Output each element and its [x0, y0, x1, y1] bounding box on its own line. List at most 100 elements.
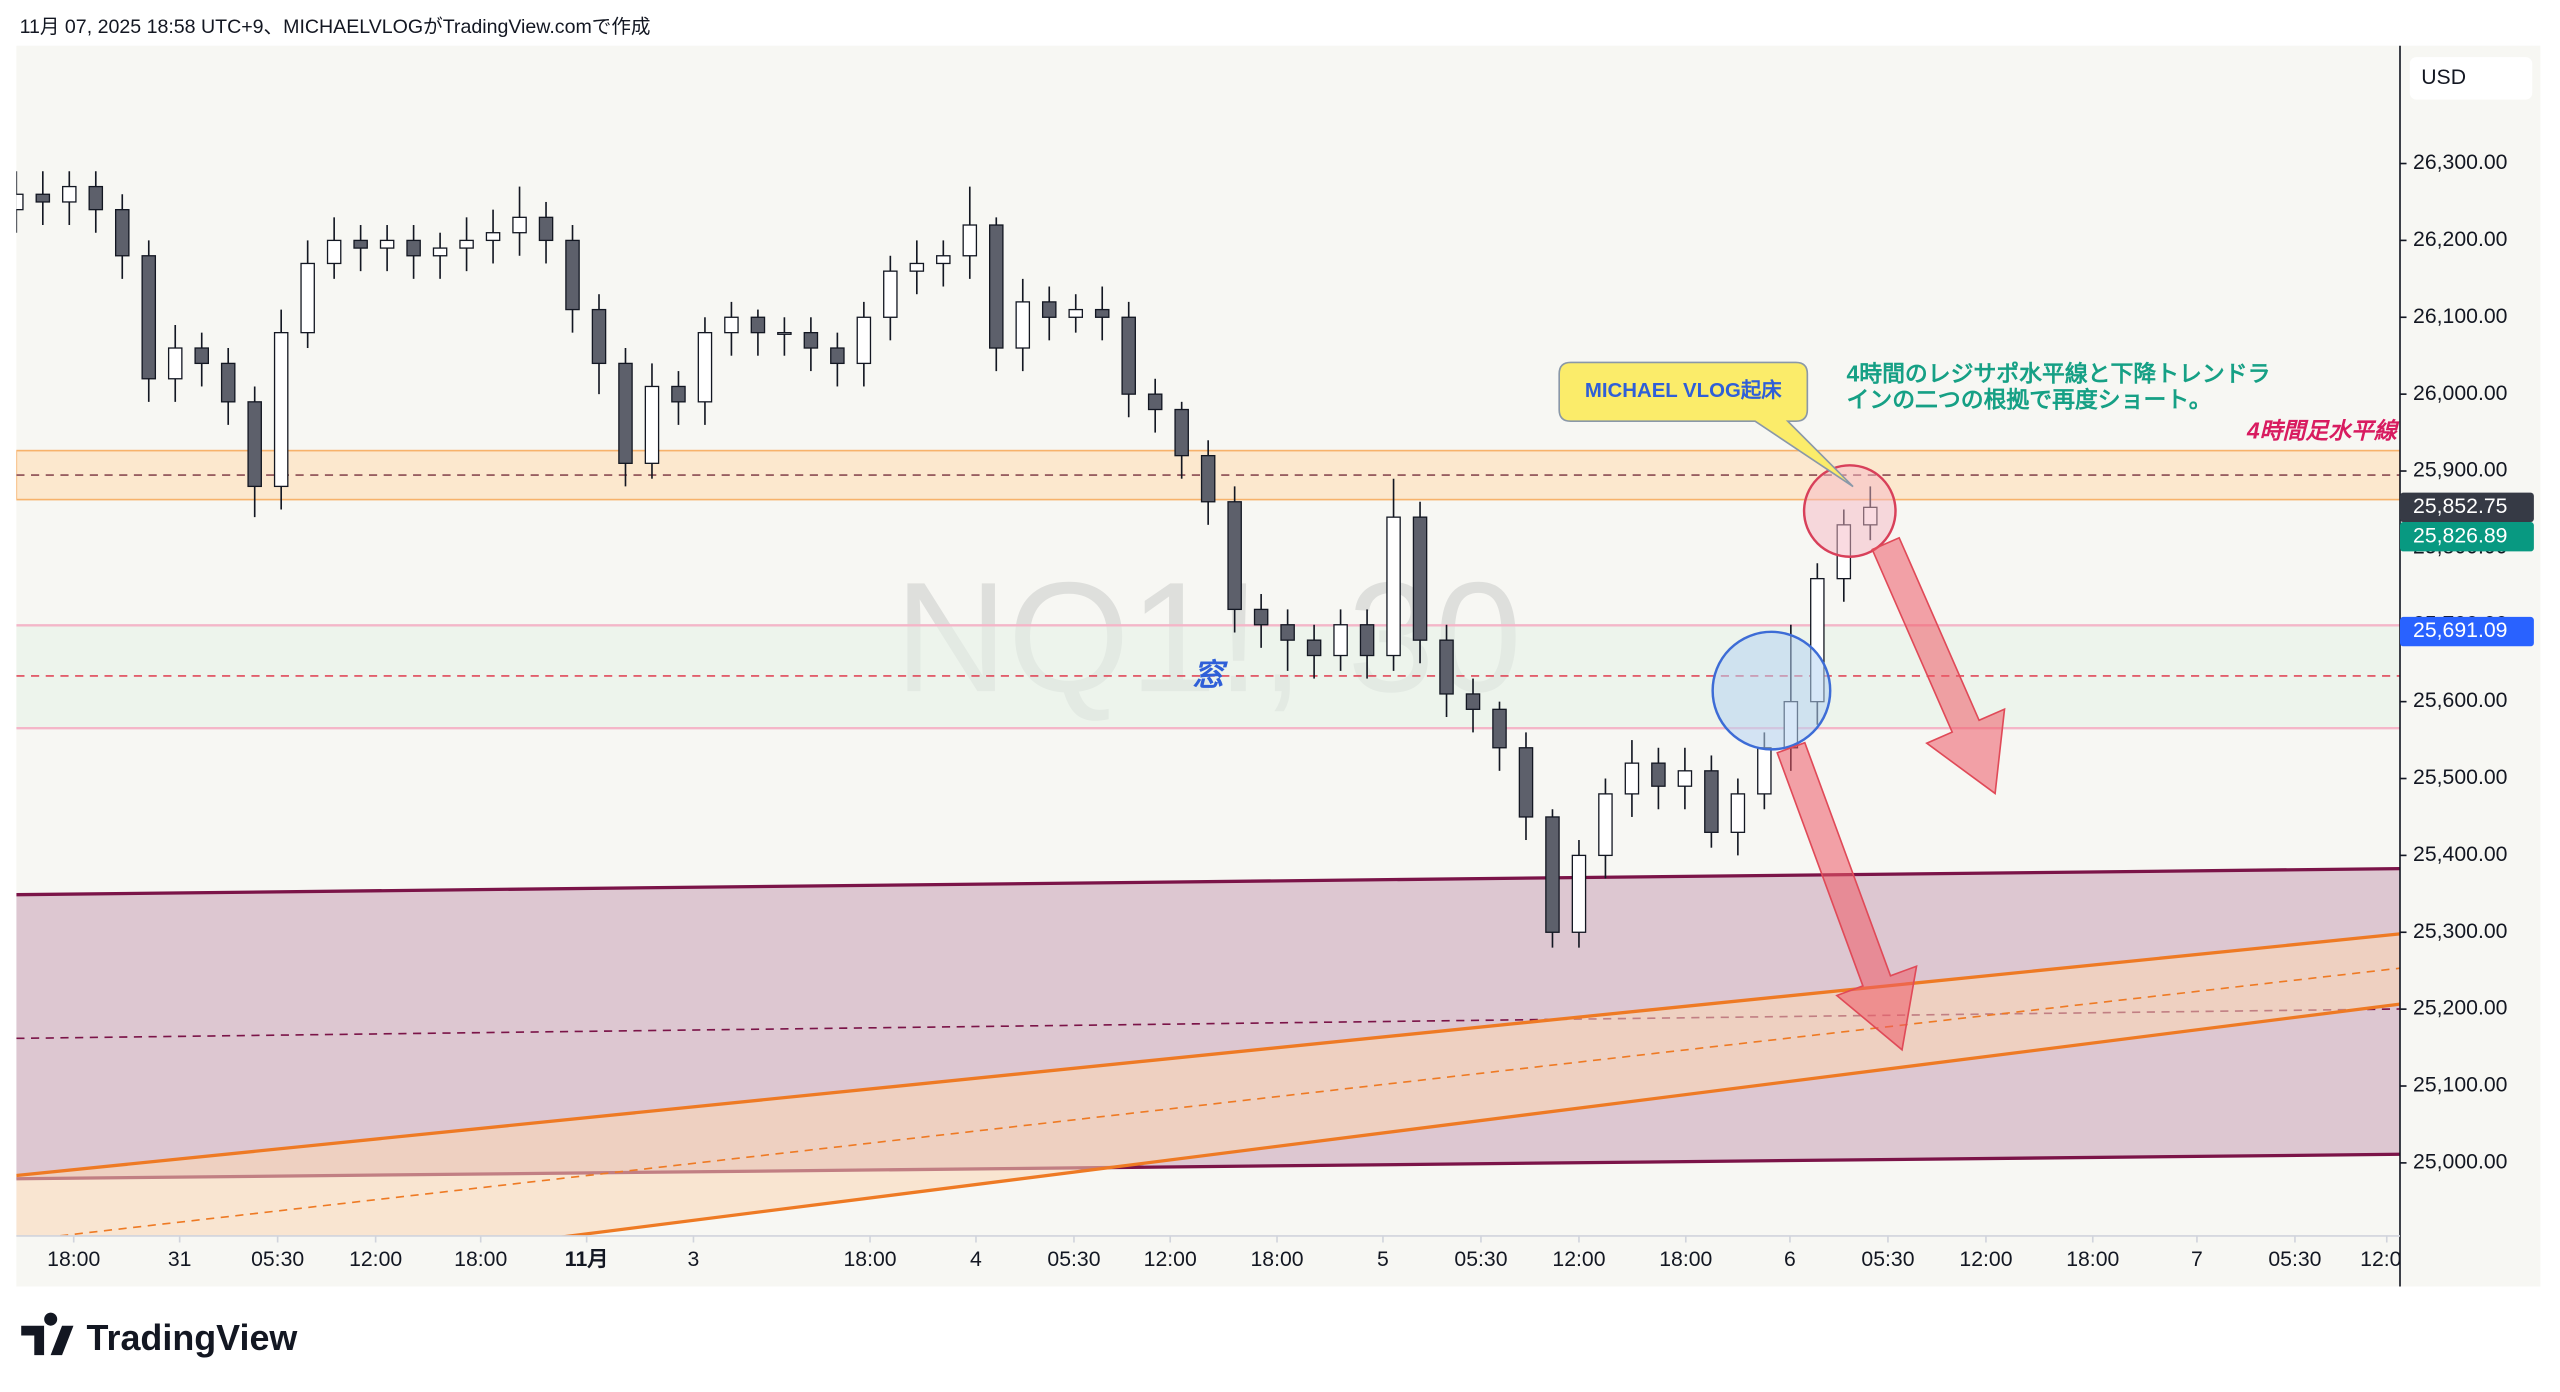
candle-body: [777, 331, 792, 335]
y-tick-label: 26,200.00: [2413, 228, 2507, 251]
x-tick-label: 05:30: [2268, 1248, 2321, 1271]
candle-body: [936, 255, 951, 265]
currency: USD: [2421, 66, 2466, 89]
x-tick-label: 11月: [565, 1248, 609, 1271]
candle-body: [273, 331, 289, 488]
time-axis: 18:00 31 05:30 12:00 18:00 11月 3 18:00 4 05:30 12:…: [47, 1235, 2413, 1271]
x-tick-label: 4: [970, 1248, 982, 1271]
candle-body: [1147, 393, 1163, 411]
level-label: 4時間足水平線: [2246, 418, 2400, 444]
callout-text: MICHAEL VLOG起床: [1585, 378, 1782, 402]
x-tick-label: 18:00: [47, 1248, 100, 1271]
candle-body: [485, 232, 501, 242]
candle-body: [1121, 316, 1136, 395]
price-label: 25,826.89: [2413, 524, 2507, 547]
candle-body: [724, 316, 739, 334]
x-tick-label: 05:30: [1861, 1248, 1914, 1271]
currency-box: [2409, 57, 2533, 100]
candle-body: [1518, 747, 1534, 818]
x-tick-label: 05:30: [1454, 1248, 1507, 1271]
x-tick-label: 3: [688, 1248, 700, 1271]
candle-body: [1280, 624, 1295, 641]
x-tick-label: 7: [2191, 1248, 2203, 1271]
candle-body: [1492, 708, 1507, 749]
candle-body: [803, 331, 819, 349]
brand-name: TradingView: [87, 1317, 298, 1358]
candle-body: [432, 247, 448, 257]
orange-channel-mid: [51, 967, 2400, 1236]
candle-body: [167, 347, 183, 380]
y-tick-label: 25,100.00: [2413, 1074, 2507, 1097]
candle-body: [326, 239, 342, 265]
y-tick-label: 26,300.00: [2413, 151, 2507, 174]
candle-body: [1359, 624, 1375, 657]
price-label: 25,691.09: [2413, 619, 2507, 642]
price-label: 25,852.75: [2413, 495, 2507, 518]
price-label-box: [2400, 522, 2534, 552]
candle-body: [1651, 762, 1666, 787]
candle-body: [883, 270, 898, 318]
candle-body: [1068, 308, 1084, 318]
x-tick-label: 18:00: [843, 1248, 896, 1271]
candle-body: [300, 262, 315, 334]
x-tick-label: 31: [168, 1248, 192, 1271]
candle-body: [1015, 301, 1031, 349]
candle-body: [1412, 516, 1428, 641]
candle-body: [16, 193, 24, 211]
candle-body: [962, 224, 978, 257]
candle-body: [1094, 308, 1110, 318]
note-line: 4時間のレジサポ水平線と下降トレンドラ: [1847, 361, 2271, 387]
brand-logo: TradingView: [21, 1312, 298, 1358]
y-tick-label: 26,000.00: [2413, 382, 2507, 405]
candle-body: [1598, 793, 1613, 857]
candle-body: [909, 262, 925, 272]
x-tick-label: 12:00: [349, 1248, 402, 1271]
candle-body: [1545, 816, 1560, 933]
annotations: 窓 MICHAEL VLOG起床 4時間のレジサポ水平線と下降トレンドラ インの…: [1193, 361, 2400, 1052]
candle-body: [35, 193, 51, 203]
price-label-box: [2400, 492, 2534, 523]
red-circle: [1802, 464, 1897, 558]
candle-body: [565, 239, 580, 311]
x-tick-label: 18:00: [454, 1248, 507, 1271]
x-tick-label: 05:30: [1047, 1248, 1100, 1271]
candle-body: [697, 331, 713, 403]
orange-channel-bottom: [557, 1002, 2400, 1236]
price-axis: 25,000.00 25,100.00 25,200.00 25,300.00 25,4…: [2400, 151, 2534, 1173]
candle-body: [459, 239, 474, 249]
candle-body: [1439, 639, 1454, 695]
candle-body: [1677, 770, 1693, 787]
candle-body: [114, 208, 130, 257]
callout-box: [1558, 361, 1854, 488]
x-tick-label: 12:00: [1552, 1248, 1605, 1271]
candle-body: [1174, 408, 1189, 457]
candle-body: [591, 308, 607, 365]
x-tick-label: 18:00: [2066, 1248, 2119, 1271]
candle-body: [512, 216, 527, 234]
candle-body: [220, 362, 236, 403]
y-tick-label: 25,900.00: [2413, 459, 2507, 482]
y-tick-label: 25,200.00: [2413, 997, 2507, 1020]
candle-body: [538, 216, 554, 242]
x-tick-label: 5: [1377, 1248, 1389, 1271]
candle-body: [1200, 454, 1216, 503]
candle-body: [62, 185, 77, 203]
candle-body: [618, 362, 633, 464]
candle-body: [353, 239, 368, 249]
x-tick-label: 12:00: [2360, 1248, 2413, 1271]
candle-body: [88, 185, 104, 211]
candle-body: [194, 347, 209, 365]
candle-body: [406, 239, 421, 257]
candle-body: [1227, 501, 1242, 611]
y-tick-label: 26,100.00: [2413, 305, 2507, 328]
header: 11月 07, 2025 18:58 UTC+9、MICHAELVLOGがTra…: [20, 16, 651, 38]
arrow: [1776, 741, 1918, 1052]
candle-body: [379, 239, 395, 249]
candle-body: [671, 385, 686, 403]
arrow: [1871, 536, 2006, 795]
y-tick-label: 25,500.00: [2413, 766, 2507, 789]
candle-body: [1041, 301, 1057, 318]
candle-body: [1306, 639, 1322, 657]
